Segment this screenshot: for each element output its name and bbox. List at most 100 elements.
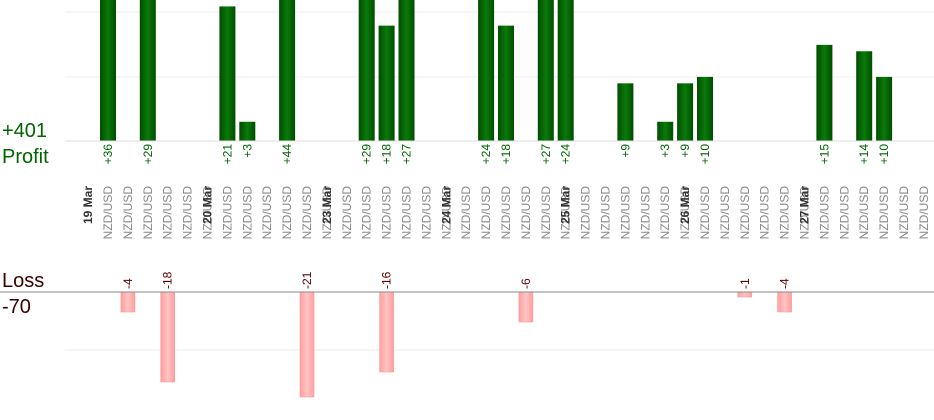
x-tick-label: NZD/USD [439, 186, 453, 240]
x-tick-label: NZD/USD [579, 186, 593, 240]
x-tick-label: NZD/USD [837, 186, 851, 240]
date-group-label: 23 Mar [320, 186, 334, 224]
x-tick-label: NZD/USD [141, 186, 155, 240]
x-tick-label: NZD/USD [778, 186, 792, 240]
loss-total: -70 [2, 296, 31, 318]
profit-bar-label: +3 [658, 144, 672, 158]
profit-bar [139, 0, 156, 141]
loss-caption: Loss [2, 270, 44, 292]
profit-bar-label: +21 [220, 144, 234, 165]
profit-bar-label: +10 [877, 144, 891, 165]
x-tick-label: NZD/USD [320, 186, 334, 240]
date-group-label: 20 Mar [201, 186, 215, 224]
loss-bar-label: -16 [380, 271, 394, 289]
x-tick-label: NZD/USD [877, 186, 891, 240]
x-tick-label: NZD/USD [161, 186, 175, 240]
x-tick-label: NZD/USD [738, 186, 752, 240]
loss-bar [518, 291, 534, 323]
profit-bar [657, 121, 674, 141]
profit-bar-label: +27 [539, 144, 553, 165]
profit-bar-label: +18 [499, 144, 513, 165]
profit-bar [697, 76, 713, 141]
x-tick-label: NZD/USD [817, 186, 831, 240]
profit-bar [557, 0, 574, 141]
profit-bar-label: +14 [857, 144, 871, 165]
loss-bar-labels: -4 -18 -21 -16 -6 -1 -4 [121, 271, 792, 289]
profit-bar-label: +24 [479, 144, 493, 165]
profit-bar [537, 0, 554, 141]
profit-bar [677, 83, 694, 141]
x-tick-label: NZD/USD [101, 186, 115, 240]
profit-caption: Profit [2, 146, 49, 168]
x-tick-label: NZD/USD [798, 186, 812, 240]
profit-bar [816, 44, 833, 142]
loss-bar [299, 291, 315, 398]
profit-total: +401 [2, 120, 47, 142]
x-tick-label: NZD/USD [599, 186, 613, 240]
x-tick-label: NZD/USD [300, 186, 314, 240]
date-group-label: 25 Mar [559, 186, 573, 224]
profit-bar-label: +3 [240, 144, 254, 158]
x-tick-label: NZD/USD [260, 186, 274, 240]
profit-bar [219, 6, 236, 142]
loss-bar-label: -21 [300, 271, 314, 289]
profit-bar-labels: +36 +29 +21 +3 +44 +29 +18 +27 +24 +18 +27 +24 +9 +3 +… [101, 144, 891, 165]
profit-bar-label: +18 [380, 144, 394, 165]
loss-bar-label: -4 [778, 278, 792, 289]
profit-bar-label: +9 [618, 144, 632, 158]
date-group-label: 26 Mar [678, 186, 692, 224]
x-axis-labels: NZD/USD NZD/USD NZD/USD NZD/USD NZD/USD NZD/U… [101, 186, 931, 240]
x-tick-label: NZD/USD [658, 186, 672, 240]
x-tick-label: NZD/USD [340, 186, 354, 240]
x-tick-label: NZD/USD [698, 186, 712, 240]
profit-bar [876, 76, 893, 141]
date-group-label: 24 Mar [439, 186, 453, 224]
profit-bar [239, 121, 256, 141]
x-tick-label: NZD/USD [459, 186, 473, 240]
x-tick-label: NZD/USD [618, 186, 632, 240]
profit-bar [279, 0, 296, 141]
profit-bar-label: +29 [360, 144, 374, 165]
x-tick-label: NZD/USD [479, 186, 493, 240]
date-labels: 19 Mar 20 Mar 23 Mar 24 Mar 25 Mar 26 Mar 27 M… [81, 186, 811, 224]
x-tick-label: NZD/USD [917, 186, 931, 240]
x-tick-label: NZD/USD [718, 186, 732, 240]
x-tick-label: NZD/USD [400, 186, 414, 240]
loss-bar-label: -6 [519, 278, 533, 289]
x-tick-label: NZD/USD [857, 186, 871, 240]
loss-bar [379, 291, 394, 373]
profit-bar-label: +29 [141, 144, 155, 165]
x-tick-label: NZD/USD [559, 186, 573, 240]
x-tick-label: NZD/USD [181, 186, 195, 240]
profit-bar-label: +10 [698, 144, 712, 165]
date-group-label: 27 Mar [798, 186, 812, 224]
profit-bar [100, 0, 116, 141]
x-tick-label: NZD/USD [419, 186, 433, 240]
profit-bar-label: +15 [817, 144, 831, 165]
x-tick-label: NZD/USD [758, 186, 772, 240]
loss-bar-label: -18 [161, 271, 175, 289]
profit-bar-label: +27 [400, 144, 414, 165]
profit-bar [478, 0, 495, 141]
x-tick-label: NZD/USD [539, 186, 553, 240]
loss-bar [160, 291, 175, 383]
x-tick-label: NZD/USD [121, 186, 135, 240]
loss-bars [120, 291, 792, 398]
x-tick-label: NZD/USD [638, 186, 652, 240]
profit-bars [100, 0, 893, 142]
x-tick-label: NZD/USD [220, 186, 234, 240]
loss-bar [120, 291, 136, 313]
profit-bar-label: +44 [280, 144, 294, 165]
x-tick-label: NZD/USD [240, 186, 254, 240]
profit-bar-label: +9 [678, 144, 692, 158]
loss-bar [777, 291, 792, 313]
date-group-label: 19 Mar [81, 186, 95, 224]
x-tick-label: NZD/USD [201, 186, 215, 240]
loss-bar-label: -4 [121, 278, 135, 289]
x-tick-label: NZD/USD [499, 186, 513, 240]
x-tick-label: NZD/USD [360, 186, 374, 240]
profit-bar-label: +24 [559, 144, 573, 165]
x-tick-label: NZD/USD [519, 186, 533, 240]
x-tick-label: NZD/USD [280, 186, 294, 240]
